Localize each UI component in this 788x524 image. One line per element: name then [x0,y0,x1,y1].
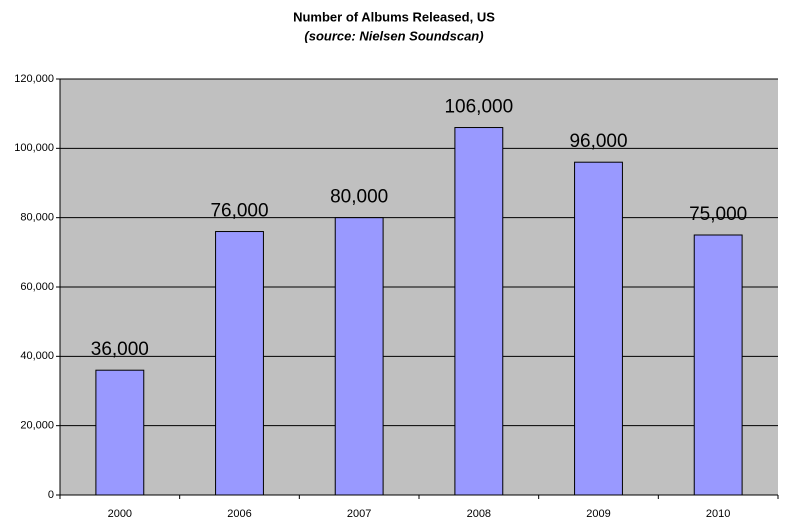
bar [454,127,504,496]
chart-title: Number of Albums Released, US [293,9,495,24]
value-label: 76,000 [210,201,268,222]
bar [95,369,145,496]
y-tick-label: 120,000 [14,73,54,85]
value-label: 80,000 [330,187,388,208]
y-tick-label: 100,000 [14,142,54,154]
value-label: 36,000 [91,339,149,360]
x-tick-label: 2006 [227,508,251,520]
bar [693,234,743,496]
x-tick-label: 2010 [706,508,730,520]
y-tick-label: 80,000 [20,212,54,224]
bar [334,217,384,496]
bar [215,231,264,496]
x-tick-label: 2008 [467,508,491,520]
x-tick-label: 2009 [586,508,610,520]
y-tick-label: 0 [48,489,54,501]
value-label: 106,000 [444,97,513,118]
value-label: 75,000 [689,204,747,225]
y-tick-label: 20,000 [20,420,54,432]
x-tick-label: 2000 [108,508,132,520]
bar [574,161,623,496]
y-tick-label: 40,000 [20,350,54,362]
value-label: 96,000 [569,131,627,152]
x-tick-label: 2007 [347,508,371,520]
chart-subtitle: (source: Nielsen Soundscan) [304,28,483,43]
y-tick-label: 60,000 [20,281,54,293]
